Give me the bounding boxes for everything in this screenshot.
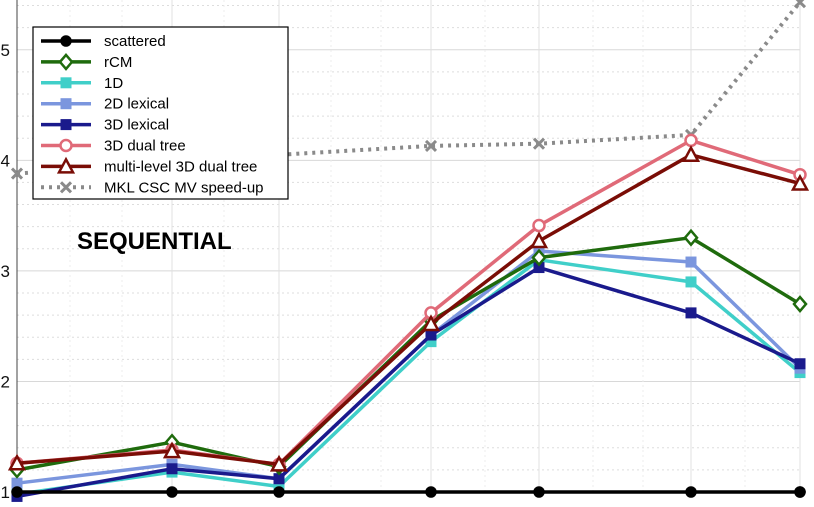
marker-open-circle [684, 133, 698, 148]
marker-triangle [162, 441, 182, 459]
marker-open-circle [59, 138, 73, 153]
marker-circle [533, 486, 545, 498]
marker-diamond [683, 228, 699, 247]
series-multi-level-3d-dual-tree [7, 145, 810, 472]
marker-circle [794, 486, 806, 498]
legend: scattered rCM 1D 2D lexical 3D lexical 3D dua… [32, 26, 289, 200]
marker-circle [60, 35, 72, 47]
marker-square [685, 256, 697, 268]
legend-item: rCM [41, 52, 132, 71]
legend-label: 3D dual tree [104, 138, 186, 155]
marker-circle [273, 486, 285, 498]
series-scattered [11, 486, 806, 498]
marker-square [60, 77, 72, 89]
legend-box [32, 26, 289, 200]
marker-square [60, 98, 72, 110]
legend-label: MKL CSC MV speed-up [104, 179, 264, 196]
marker-open-circle [532, 218, 546, 233]
marker-x [532, 137, 546, 150]
y-tick-label: 2 [1, 372, 10, 391]
legend-label: 3D lexical [104, 117, 169, 134]
marker-diamond [58, 52, 74, 71]
marker-square [60, 119, 72, 131]
marker-circle [425, 486, 437, 498]
marker-square [794, 358, 806, 370]
marker-circle [685, 486, 697, 498]
marker-triangle [7, 453, 27, 471]
marker-circle [11, 486, 23, 498]
marker-square [685, 276, 697, 288]
marker-x [424, 139, 438, 153]
legend-label: multi-level 3D dual tree [104, 158, 257, 175]
marker-triangle [56, 156, 76, 174]
marker-square [685, 307, 697, 319]
marker-x [59, 181, 73, 194]
marker-x [10, 167, 24, 180]
chart-annotation: SEQUENTIAL [77, 228, 232, 255]
legend-label: 2D lexical [104, 96, 169, 113]
legend-item: multi-level 3D dual tree [41, 156, 257, 175]
marker-diamond [531, 248, 547, 267]
marker-triangle [681, 145, 701, 163]
legend-item: scattered [41, 33, 166, 50]
legend-item: 2D lexical [41, 96, 169, 113]
marker-triangle [421, 314, 441, 332]
y-tick-label: 1 [1, 483, 10, 502]
marker-diamond [792, 295, 808, 313]
legend-item: MKL CSC MV speed-up [41, 179, 264, 196]
series-3d-lexical [11, 262, 806, 502]
marker-triangle [790, 173, 810, 191]
marker-triangle [269, 454, 289, 472]
legend-label: scattered [104, 33, 166, 50]
series-group [7, 0, 810, 502]
legend-item: 3D dual tree [41, 138, 186, 155]
legend-item: 3D lexical [41, 117, 169, 134]
legend-item: 1D [41, 75, 123, 92]
legend-label: rCM [104, 54, 132, 71]
y-tick-label: 3 [1, 262, 10, 281]
marker-square [425, 329, 437, 341]
y-tick-label: 5 [1, 41, 10, 60]
legend-label: 1D [104, 75, 123, 92]
y-tick-label: 4 [1, 151, 10, 170]
marker-triangle [529, 231, 549, 249]
marker-circle [166, 486, 178, 498]
marker-x [793, 0, 805, 9]
marker-square [166, 463, 178, 475]
